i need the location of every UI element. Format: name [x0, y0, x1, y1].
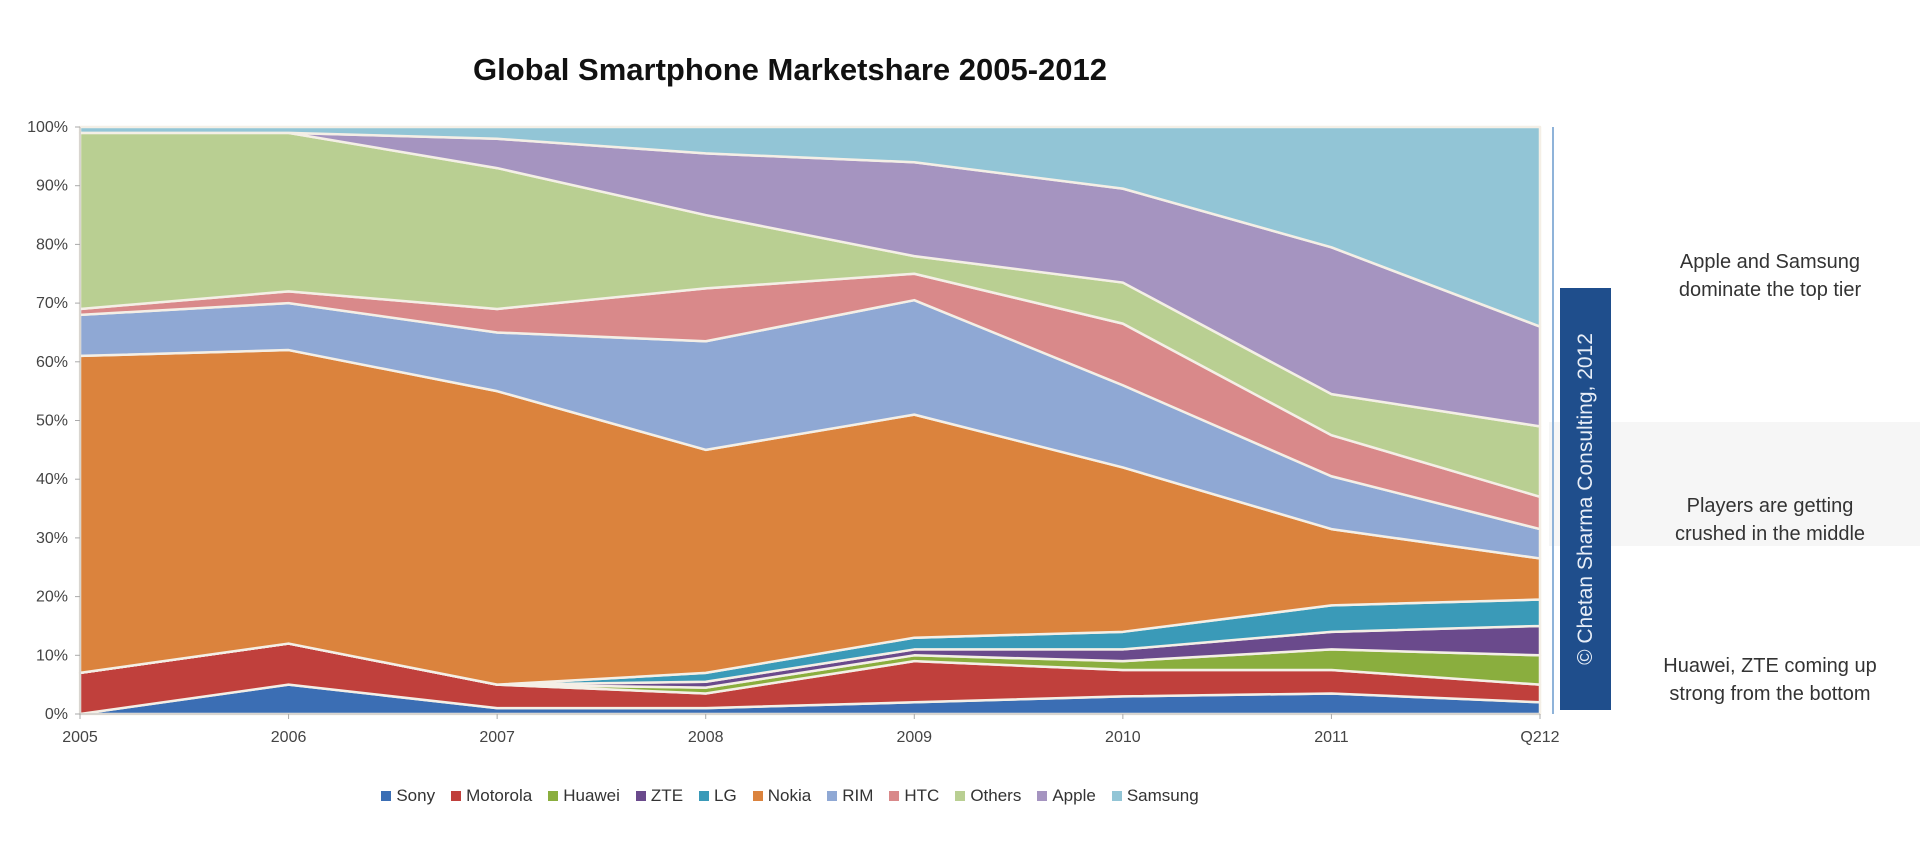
legend-item-samsung: Samsung — [1111, 786, 1199, 806]
x-tick-label: 2006 — [271, 729, 307, 746]
y-tick-label: 40% — [36, 471, 68, 488]
x-tick-label: 2007 — [479, 729, 515, 746]
x-tick-label: 2005 — [62, 729, 98, 746]
y-tick-label: 70% — [36, 295, 68, 312]
legend-item-huawei: Huawei — [548, 786, 620, 806]
legend: Sony Motorola Huawei ZTE LG Nokia RIM HTC Others… — [0, 786, 1580, 806]
legend-label: Motorola — [466, 786, 533, 805]
annotation-bottom: Huawei, ZTE coming up strong from the bo… — [1620, 652, 1920, 708]
annotation-bottom-line2: strong from the bottom — [1669, 683, 1871, 705]
x-tick-label: 2011 — [1314, 729, 1349, 746]
y-tick-label: 10% — [36, 647, 68, 664]
copyright-text: © Chetan Sharma Consulting, 2012 — [1573, 333, 1597, 665]
legend-label: Nokia — [767, 786, 812, 805]
legend-swatch — [955, 791, 966, 801]
legend-swatch — [1111, 791, 1122, 801]
chart-title: Global Smartphone Marketshare 2005-2012 — [472, 52, 1108, 87]
legend-swatch — [827, 791, 838, 801]
legend-item-sony: Sony — [381, 786, 435, 806]
legend-label: Others — [970, 786, 1022, 805]
legend-label: ZTE — [650, 786, 684, 805]
x-tick-label: 2009 — [896, 729, 932, 746]
legend-swatch — [1037, 791, 1048, 801]
legend-label: Samsung — [1126, 786, 1199, 805]
legend-label: Huawei — [563, 786, 620, 805]
y-tick-label: 0% — [45, 706, 68, 723]
legend-label: Apple — [1052, 786, 1096, 805]
legend-swatch — [889, 791, 900, 801]
y-tick-label: 30% — [36, 530, 68, 547]
legend-item-htc: HTC — [889, 786, 939, 806]
y-tick-label: 80% — [36, 236, 68, 253]
legend-item-nokia: Nokia — [752, 786, 812, 806]
area-samsung — [78, 125, 1542, 328]
x-tick-label: 2010 — [1105, 729, 1141, 746]
legend-item-apple: Apple — [1037, 786, 1096, 806]
legend-label: Sony — [396, 786, 436, 805]
x-tick-label: Q212 — [1520, 729, 1559, 746]
copyright-banner: © Chetan Sharma Consulting, 2012 — [1560, 288, 1611, 710]
y-tick-label: 20% — [36, 589, 68, 606]
legend-swatch — [451, 791, 462, 801]
legend-item-rim: RIM — [827, 786, 873, 806]
legend-label: LG — [714, 786, 737, 805]
annotation-bottom-line1: Huawei, ZTE coming up — [1663, 655, 1877, 677]
legend-swatch — [699, 791, 710, 801]
legend-item-lg: LG — [699, 786, 737, 806]
annotation-top-line1: Apple and Samsung — [1679, 251, 1861, 273]
y-tick-label: 90% — [36, 178, 68, 195]
legend-item-others: Others — [955, 786, 1021, 806]
legend-swatch — [381, 791, 392, 801]
legend-swatch — [752, 791, 763, 801]
annotation-middle: Players are getting crushed in the middl… — [1620, 492, 1920, 548]
legend-item-motorola: Motorola — [451, 786, 532, 806]
annotation-middle-line1: Players are getting — [1686, 495, 1854, 517]
annotation-middle-line2: crushed in the middle — [1674, 523, 1866, 545]
legend-label: RIM — [842, 786, 874, 805]
y-tick-label: 100% — [27, 119, 68, 136]
legend-swatch — [635, 791, 646, 801]
y-tick-label: 60% — [36, 354, 68, 371]
legend-label: HTC — [904, 786, 940, 805]
annotation-top-line2: dominate the top tier — [1678, 279, 1862, 301]
legend-item-zte: ZTE — [635, 786, 684, 806]
legend-swatch — [548, 791, 559, 801]
x-tick-label: 2008 — [688, 729, 724, 746]
y-tick-label: 50% — [36, 413, 68, 430]
annotation-top: Apple and Samsung dominate the top tier — [1620, 248, 1920, 304]
